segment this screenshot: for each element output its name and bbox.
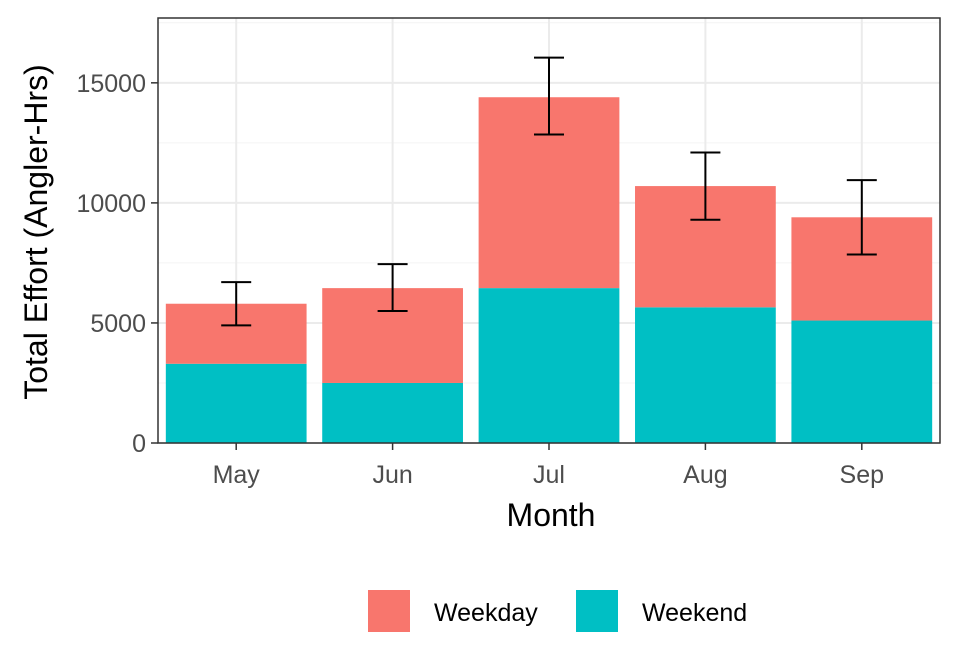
y-tick-label: 0	[132, 430, 146, 458]
x-tick-label: Jul	[533, 461, 565, 489]
x-tick-label: Aug	[683, 461, 727, 489]
bar-weekend-jul	[478, 288, 620, 443]
bar-weekend-aug	[635, 307, 776, 443]
legend: Weekday Weekend	[368, 590, 747, 632]
legend-label-weekend: Weekend	[642, 599, 747, 627]
y-tick-label: 5000	[90, 310, 146, 338]
legend-label-weekday: Weekday	[434, 599, 538, 627]
x-axis-title: Month	[507, 497, 596, 533]
x-tick-label: May	[213, 461, 261, 489]
legend-key-weekend	[576, 590, 618, 632]
x-axis: May Jun Jul Aug Sep	[213, 443, 884, 489]
y-axis: 0 5000 10000 15000	[76, 70, 158, 458]
bar-weekend-sep	[791, 320, 933, 443]
y-tick-label: 15000	[76, 70, 146, 98]
bar-weekend-may	[165, 363, 307, 443]
x-tick-label: Sep	[840, 461, 884, 489]
legend-key-weekday	[368, 590, 410, 632]
y-tick-label: 10000	[76, 190, 146, 218]
y-axis-title: Total Effort (Angler-Hrs)	[18, 64, 54, 400]
bar-weekend-jun	[322, 382, 463, 443]
x-tick-label: Jun	[372, 461, 412, 489]
plot-panel	[157, 17, 941, 444]
